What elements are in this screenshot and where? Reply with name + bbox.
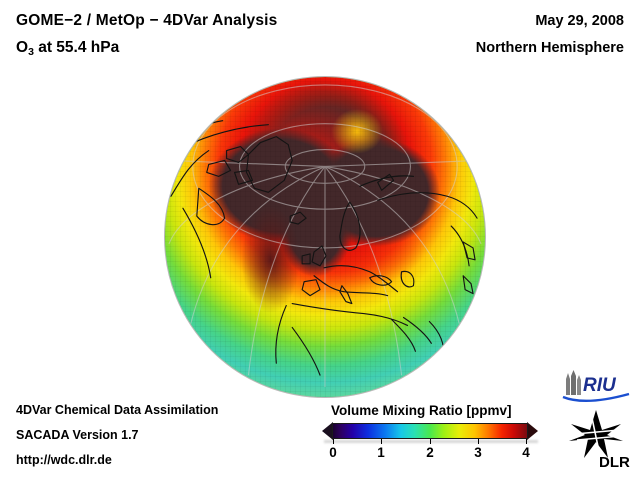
graticule-overlay — [168, 84, 482, 388]
globe-plot — [164, 76, 486, 398]
page-title: GOME−2 / MetOp − 4DVar Analysis — [16, 12, 278, 29]
colorbar-tick-label: 0 — [329, 445, 337, 460]
footer-line-url[interactable]: http://wdc.dlr.de — [16, 453, 112, 467]
colorbar-tick — [526, 439, 527, 444]
dlr-wordmark: DLR — [599, 454, 630, 470]
dlr-emblem-cuts — [574, 417, 622, 457]
species-subscript: 3 — [28, 46, 34, 58]
riu-logo: RIU — [562, 370, 630, 403]
footer-line-assimilation: 4DVar Chemical Data Assimilation — [16, 403, 219, 417]
dlr-logo: DLR — [569, 410, 630, 470]
colorbar-tick — [381, 439, 382, 444]
colorbar-title: Volume Mixing Ratio [ppmv] — [331, 403, 512, 418]
riu-towers-icon — [566, 370, 581, 395]
page-subtitle: O3 at 55.4 hPa — [16, 39, 120, 58]
hemisphere-label: Northern Hemisphere — [475, 40, 624, 56]
globe-disc — [164, 76, 486, 398]
riu-wordmark: RIU — [583, 375, 617, 396]
pressure-level-label: at 55.4 hPa — [33, 39, 120, 56]
riu-swoosh-icon — [562, 392, 630, 403]
date-label: May 29, 2008 — [535, 13, 624, 29]
colorbar-over-arrow — [527, 422, 538, 440]
colorbar-tick-label: 3 — [474, 445, 482, 460]
footer-line-version: SACADA Version 1.7 — [16, 428, 139, 442]
colorbar-tick — [478, 439, 479, 444]
colorbar-tick-label: 4 — [522, 445, 530, 460]
colorbar-shadow — [324, 440, 538, 443]
colorbar-under-arrow — [322, 422, 333, 440]
colorbar-gradient — [332, 423, 528, 439]
globe-limb-shading — [165, 77, 485, 397]
colorbar-tick-label: 2 — [426, 445, 434, 460]
colorbar: 0 1 2 3 4 — [322, 421, 538, 460]
colorbar-tick-label: 1 — [377, 445, 385, 460]
colorbar-tick — [430, 439, 431, 444]
species-label: O — [16, 39, 29, 56]
colorbar-tick — [333, 439, 334, 444]
